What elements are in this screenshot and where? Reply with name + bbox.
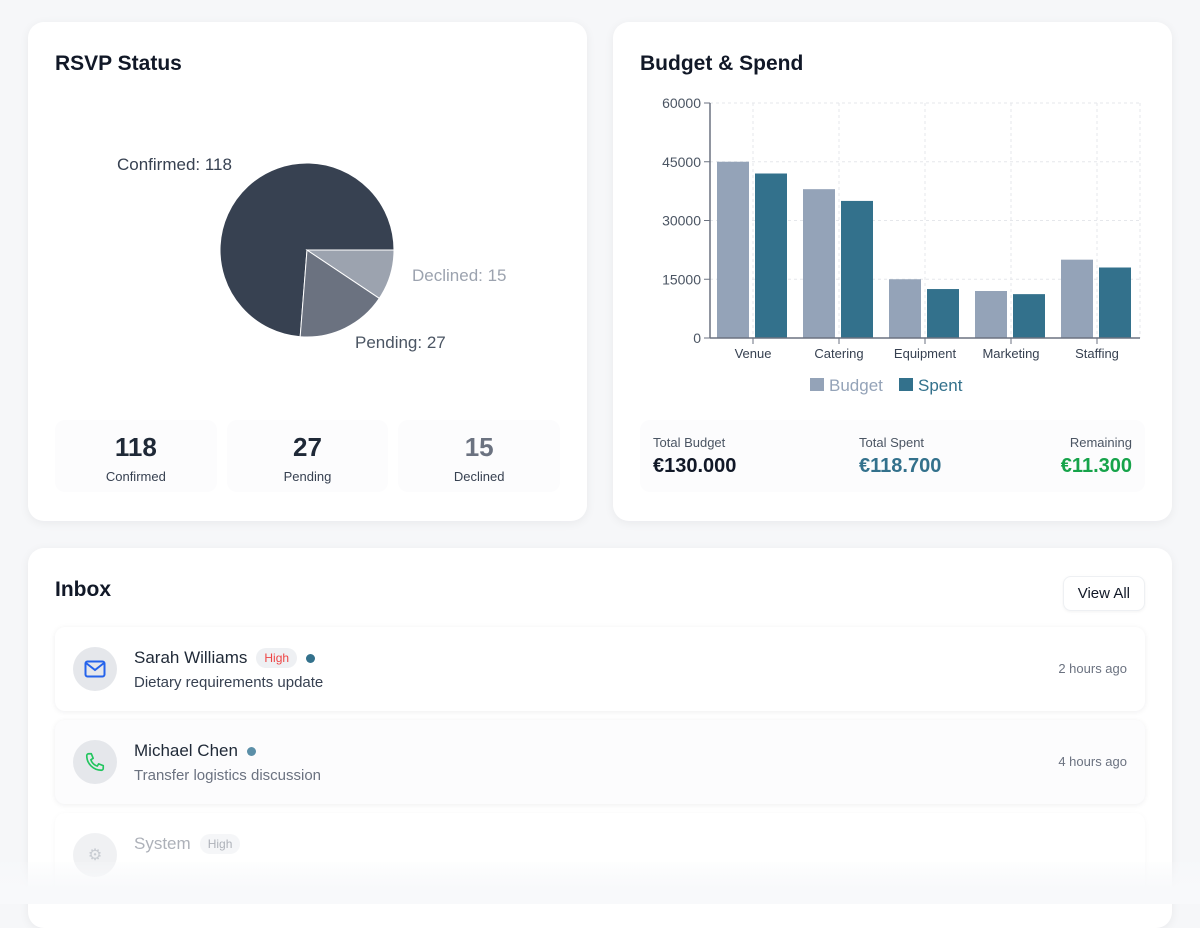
budget-bar-chart: 0 15000 30000 45000 60000 Venue Catering Equipm… xyxy=(662,95,1141,395)
legend-label-budget[interactable]: Budget xyxy=(829,376,883,395)
x-tick-label: Equipment xyxy=(894,346,957,361)
bar-budget-venue[interactable] xyxy=(717,161,749,338)
y-tick-label: 60000 xyxy=(662,95,701,111)
stat-confirmed: 118 Confirmed xyxy=(55,420,217,492)
priority-badge: High xyxy=(199,834,241,854)
x-tick-label: Catering xyxy=(814,346,863,361)
message-time: 4 hours ago xyxy=(1058,754,1127,769)
bar-spent-catering[interactable] xyxy=(841,200,873,338)
sender: Sarah Williams High xyxy=(134,648,316,668)
bar-spent-staffing[interactable] xyxy=(1099,267,1131,339)
bar-spent-equipment[interactable] xyxy=(927,289,959,338)
bar-budget-catering[interactable] xyxy=(803,189,835,338)
sender-name: Sarah Williams xyxy=(134,648,248,667)
avatar xyxy=(73,647,117,691)
total-remaining: Remaining €11.300 xyxy=(1061,435,1132,478)
view-all-button[interactable]: View All xyxy=(1062,576,1145,611)
stat-label: Confirmed xyxy=(105,469,166,484)
system-icon: ⚙ xyxy=(87,847,103,864)
legend-swatch-budget xyxy=(810,378,824,391)
legend-label-spent[interactable]: Spent xyxy=(918,376,963,395)
y-tick-label: 30000 xyxy=(662,213,701,229)
pie-slice-pending[interactable] xyxy=(299,249,381,338)
message-time: 2 hours ago xyxy=(1058,661,1127,676)
total-value: €118.700 xyxy=(859,455,942,477)
message-subject: Transfer logistics discussion xyxy=(134,767,322,784)
rsvp-stats: 118 Confirmed 27 Pending 15 Declined xyxy=(55,420,561,492)
pie-label-pending: Pending: 27 xyxy=(355,333,446,352)
pie-label-declined: Declined: 15 xyxy=(412,266,507,285)
bar-budget-marketing[interactable] xyxy=(975,291,1007,338)
stat-value: 118 xyxy=(114,432,157,462)
bar-budget-equipment[interactable] xyxy=(889,279,921,338)
bar-spent-venue[interactable] xyxy=(755,173,787,339)
stat-pending: 27 Pending xyxy=(226,420,389,492)
x-tick-label: Staffing xyxy=(1075,346,1119,361)
bottom-fade xyxy=(0,862,1200,904)
avatar xyxy=(73,740,117,784)
inbox-item[interactable]: Michael Chen Transfer logistics discussi… xyxy=(55,720,1145,804)
bar-budget-staffing[interactable] xyxy=(1061,259,1093,338)
stat-label: Declined xyxy=(453,469,505,484)
rsvp-status-card: RSVP Status Confirmed: 118 Pending: 27 D… xyxy=(28,22,587,521)
card-title: Budget & Spend xyxy=(640,52,804,75)
total-label: Total Spent xyxy=(859,435,925,450)
bar-spent-marketing[interactable] xyxy=(1013,294,1045,338)
sender: Michael Chen xyxy=(134,741,256,761)
y-tick-label: 15000 xyxy=(662,271,701,287)
stat-value: 27 xyxy=(293,432,322,462)
legend-swatch-spent xyxy=(899,378,913,391)
total-value: €130.000 xyxy=(653,455,737,477)
inbox-item[interactable]: Sarah Williams High Dietary requirements … xyxy=(55,627,1145,711)
pie-label-confirmed: Confirmed: 118 xyxy=(117,155,232,174)
y-tick-label: 45000 xyxy=(662,154,701,170)
sender-name: System xyxy=(134,834,191,853)
sender: System High xyxy=(134,834,241,854)
card-title: Inbox xyxy=(55,578,111,601)
total-budget: Total Budget €130.000 xyxy=(653,435,736,478)
stat-value: 15 xyxy=(464,432,494,462)
priority-badge: High xyxy=(256,648,298,668)
total-label: Remaining xyxy=(1069,435,1132,450)
rsvp-pie-chart xyxy=(219,162,395,338)
total-spent: Total Spent €118.700 xyxy=(859,435,941,478)
budget-totals: Total Budget €130.000 Total Spent €118.700… xyxy=(640,420,1145,492)
pie-slice-declined[interactable] xyxy=(305,249,395,300)
phone-icon xyxy=(85,752,105,772)
card-title: RSVP Status xyxy=(55,52,182,75)
message-subject: Dietary requirements update xyxy=(134,674,324,691)
unread-dot xyxy=(306,653,316,663)
sender-name: Michael Chen xyxy=(134,741,238,760)
stat-declined: 15 Declined xyxy=(398,420,561,492)
stat-label: Pending xyxy=(283,469,332,484)
total-value: €11.300 xyxy=(1060,455,1132,477)
x-tick-label: Marketing xyxy=(982,346,1039,361)
budget-spend-card: Budget & Spend 0 15000 30000 45000 60000 Venu… xyxy=(613,22,1172,521)
total-label: Total Budget xyxy=(653,435,726,450)
y-tick-label: 0 xyxy=(693,330,701,346)
mail-icon xyxy=(84,660,106,678)
x-tick-label: Venue xyxy=(735,346,772,361)
unread-dot xyxy=(246,746,256,756)
